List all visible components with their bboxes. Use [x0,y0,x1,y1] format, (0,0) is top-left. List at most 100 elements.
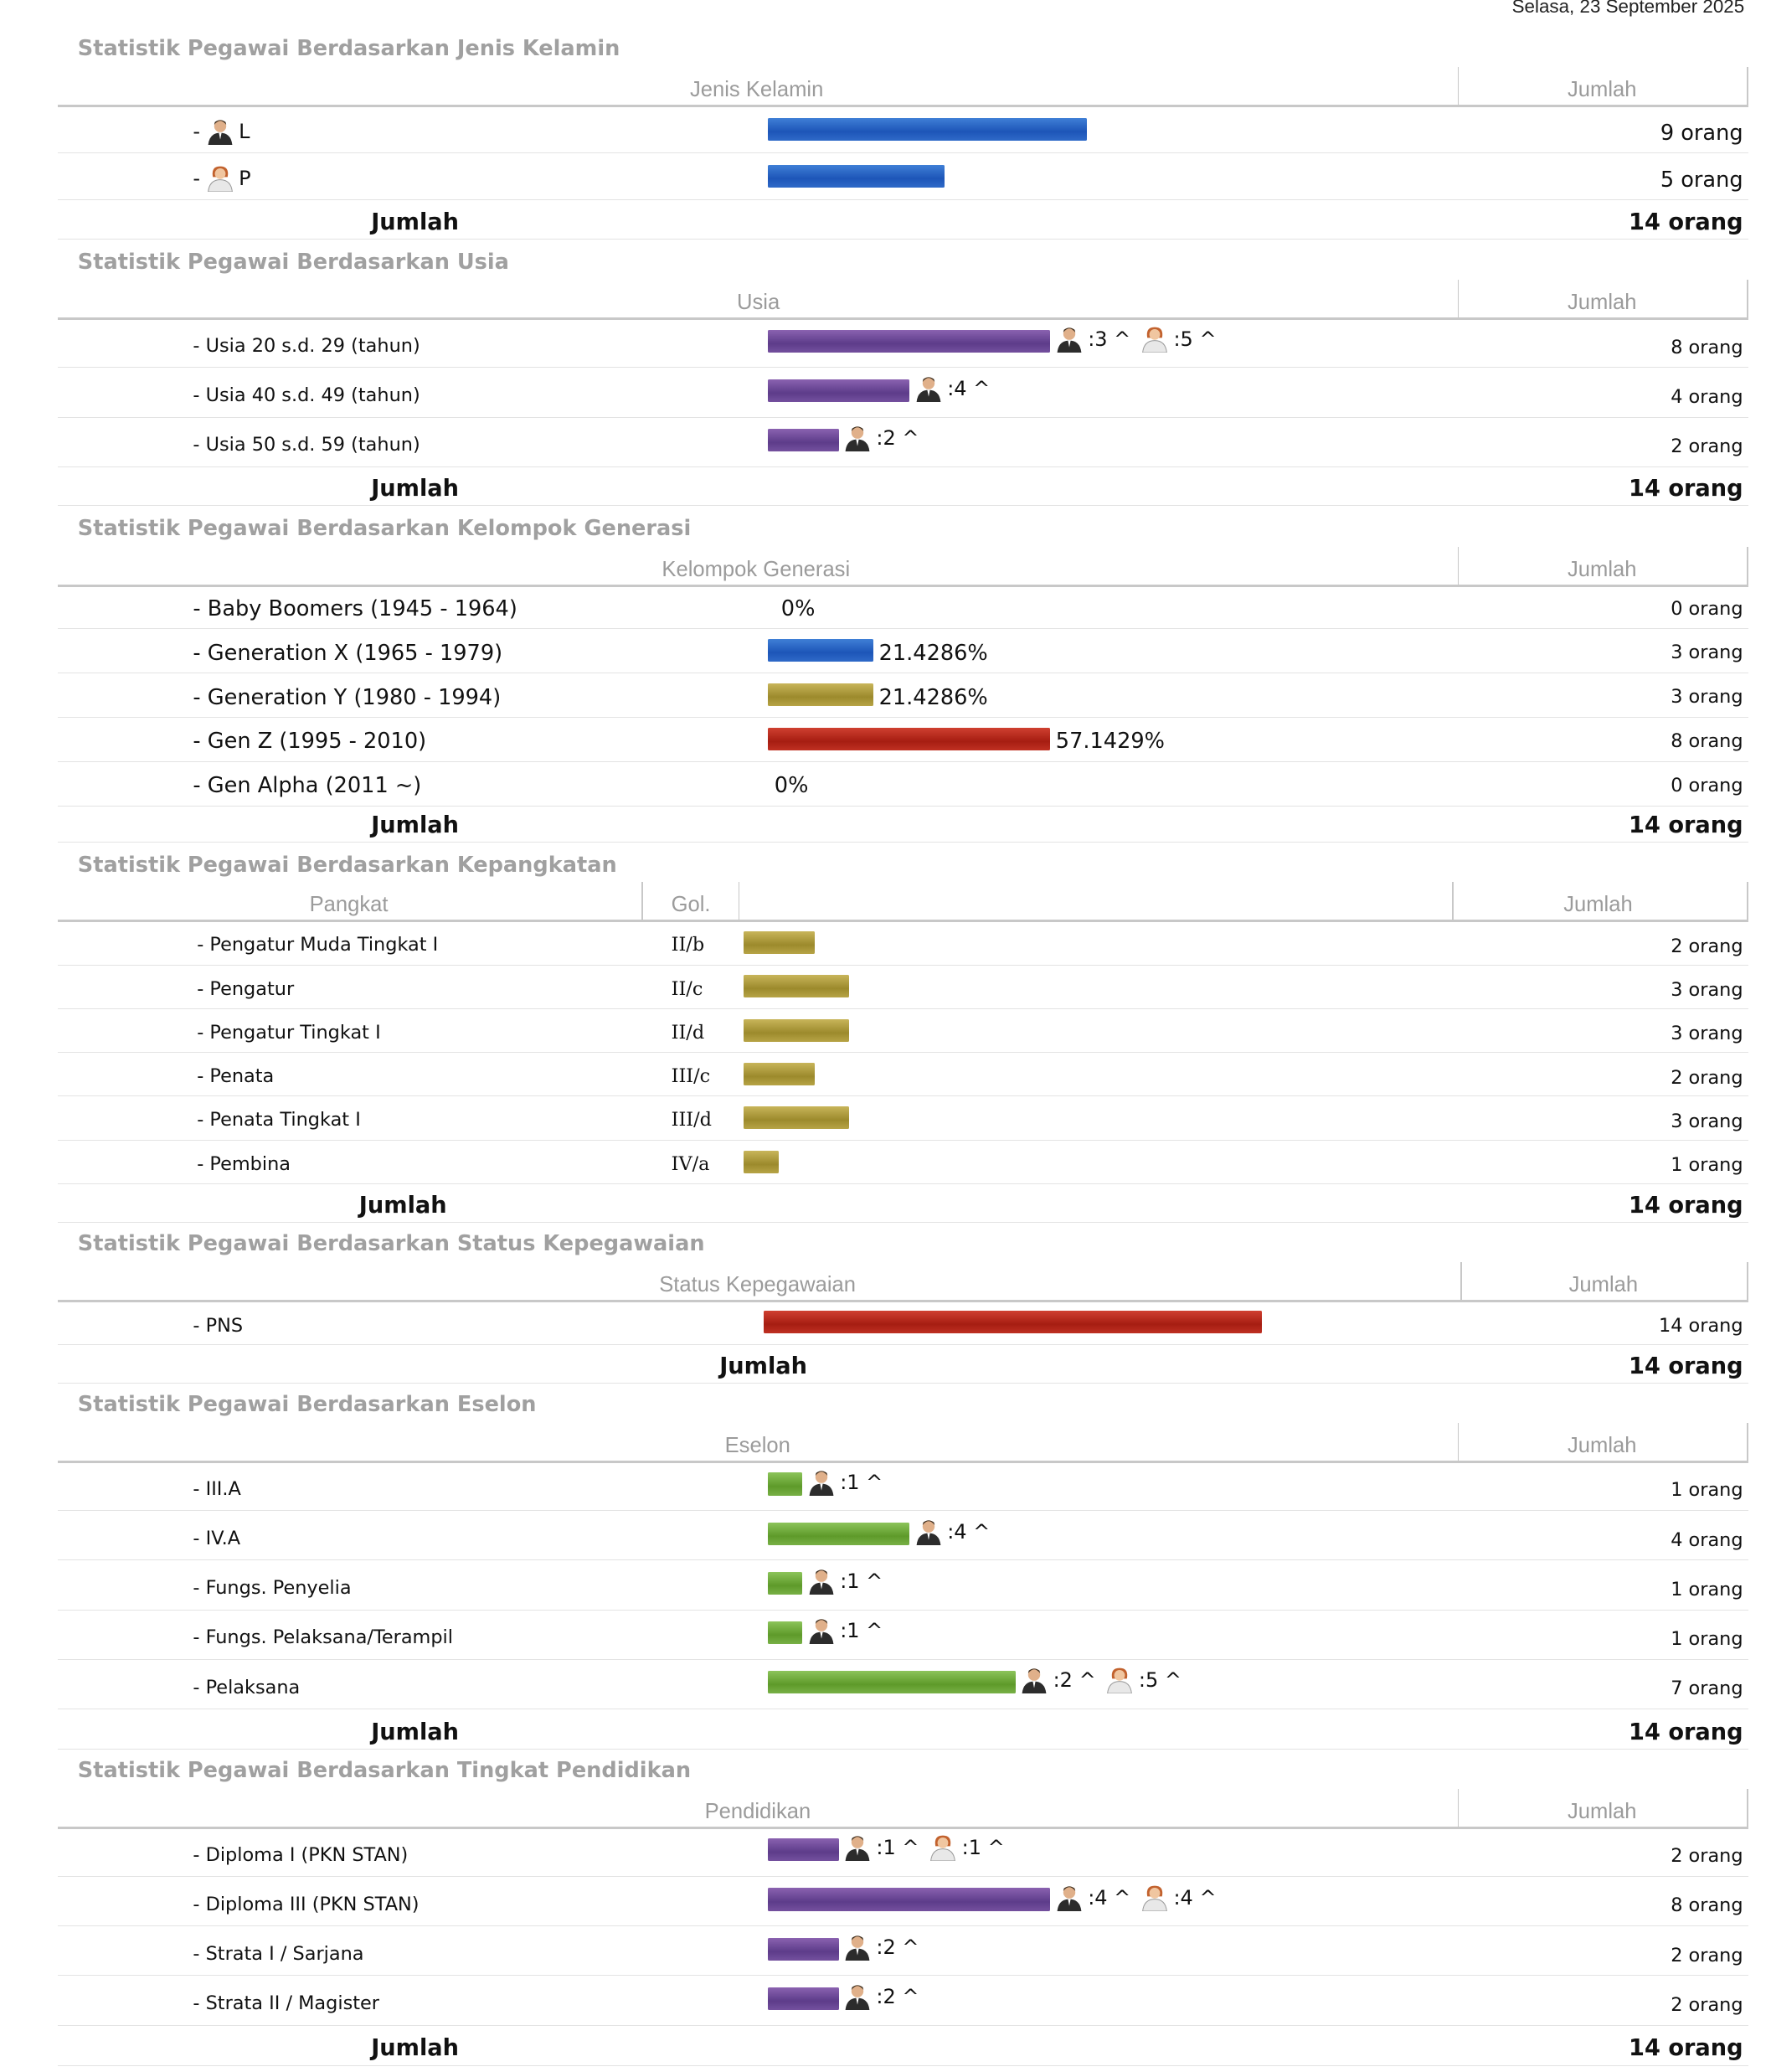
section-title-status: Statistik Pegawai Berdasarkan Status Kep… [77,1231,705,1257]
bar [767,164,945,188]
table-row: - Usia 40 s.d. 49 (tahun):4 ^ 4 orang [57,369,1748,418]
row-gol: II/d [671,1021,705,1044]
total-value: 14 orang [1629,475,1743,502]
male-count: :1 ^ [840,1569,883,1593]
bar [767,727,1051,750]
count: 4 orang [1671,1528,1743,1551]
table-row: - Fungs. Pelaksana/Terampil:1 ^ 1 orang [57,1611,1748,1660]
column-header-count: Jumlah [1567,557,1637,581]
table-row: - Usia 50 s.d. 59 (tahun):2 ^ 2 orang [57,418,1748,467]
gender-breakdown: :3 ^:5 ^ [1056,326,1228,353]
male-count: :2 ^ [876,426,919,451]
bar [743,975,850,998]
row-label: - Pembina [197,1152,291,1175]
bar [767,379,910,402]
bar [767,639,874,662]
gender-breakdown: :2 ^ [844,1983,929,2010]
table-row: - Strata I / Sarjana:2 ^ 2 orang [57,1927,1748,1977]
row-label: - Fungs. Pelaksana/Terampil [193,1626,454,1649]
column-header: Kelompok Generasi [662,557,851,581]
row-label: - III.A [193,1477,241,1500]
count: 2 orang [1671,1066,1743,1089]
total-label: Jumlah [371,1719,460,1745]
table-header-status: Status Kepegawaian Jumlah [57,1262,1748,1302]
count: 1 orang [1671,1578,1743,1600]
male-user-icon [1057,327,1082,353]
row-label: - Pengatur Muda Tingkat I [197,934,439,956]
total-label: Jumlah [358,1192,447,1219]
column-header-gol: Gol. [671,892,711,916]
gender-breakdown: :1 ^ [808,1617,893,1645]
bar [743,930,815,955]
male-count: :1 ^ [840,1619,883,1643]
count: 1 orang [1671,1154,1743,1177]
section-title-age: Statistik Pegawai Berdasarkan Usia [77,249,509,275]
column-header: Pendidikan [704,1799,811,1823]
row-gol: II/b [671,934,705,956]
section-title-rank: Statistik Pegawai Berdasarkan Kepangkata… [77,852,617,878]
section-title-generation: Statistik Pegawai Berdasarkan Kelompok G… [77,516,692,541]
count: 2 orang [1671,1845,1743,1868]
male-count: :4 ^ [947,1519,991,1544]
row-gol: III/d [671,1109,713,1131]
table-row: - Generation X (1965 - 1979) 21.4286% 3 or… [57,630,1748,674]
male-count: :2 ^ [1053,1668,1096,1693]
male-count: :2 ^ [876,1985,919,2008]
bar [767,1838,839,1862]
female-count: :5 ^ [1138,1668,1182,1693]
row-label: - Gen Z (1995 - 2010) [193,729,427,755]
current-date: Selasa, 23 September 2025 [1511,0,1745,18]
table-row: - Generation Y (1980 - 1994) 21.4286% 3 or… [57,674,1748,718]
total-value: 14 orang [1629,1192,1743,1219]
table-row: - Gen Z (1995 - 2010) 57.1429% 8 orang [57,719,1748,762]
count: 3 orang [1671,642,1743,664]
table-row: - Pengatur Muda Tingkat I II/b 2 orang [57,922,1748,966]
count: 0 orang [1671,774,1743,796]
total-label: Jumlah [719,1353,808,1379]
total-row: Jumlah 14 orang [57,467,1748,507]
row-label: - Penata [197,1065,275,1088]
column-header-count: Jumlah [1568,1272,1639,1296]
count: 3 orang [1671,1023,1743,1045]
column-header: Usia [736,291,780,315]
row-gol: III/c [671,1065,711,1088]
table-header-education: Pendidikan Jumlah [57,1789,1748,1829]
table-row: - L 9 orang [57,107,1748,154]
male-count: :2 ^ [876,1935,919,1959]
male-user-icon [809,1569,834,1595]
table-row: - PNS 14 orang [57,1302,1748,1345]
total-label: Jumlah [371,475,460,502]
count: 7 orang [1671,1678,1743,1700]
male-user-icon [845,1836,870,1862]
female-count: :4 ^ [1173,1885,1217,1910]
male-user-icon [1057,1885,1082,1911]
table-row: - IV.A:4 ^ 4 orang [57,1512,1748,1561]
count: 4 orang [1671,385,1743,408]
count: 8 orang [1671,729,1743,752]
total-label: Jumlah [371,209,460,235]
male-count: :3 ^ [1088,327,1131,351]
gender-breakdown: :2 ^ [844,1934,929,1961]
bar [767,1937,839,1961]
table-row: - Baby Boomers (1945 - 1964) 0% 0 orang [57,585,1748,630]
bar [743,1106,850,1130]
table-row: - Diploma III (PKN STAN):4 ^:4 ^ 8 orang [57,1878,1748,1927]
column-header: Status Kepegawaian [659,1272,856,1296]
total-value: 14 orang [1629,1719,1743,1745]
column-header-count: Jumlah [1567,291,1637,315]
total-row: Jumlah 14 orang [57,1184,1748,1224]
bar [743,1018,850,1042]
column-header: Jenis Kelamin [689,77,824,101]
total-row: Jumlah 14 orang [57,804,1748,843]
gender-breakdown: :1 ^:1 ^ [844,1834,1016,1862]
table-header-eselon: Eselon Jumlah [57,1423,1748,1463]
male-count: :1 ^ [840,1470,883,1494]
row-label: - Usia 20 s.d. 29 (tahun) [193,334,420,357]
bar [767,1522,910,1545]
gender-breakdown: :4 ^:4 ^ [1056,1884,1228,1911]
table-row: - Penata III/c 2 orang [57,1054,1748,1097]
total-label: Jumlah [371,2035,460,2062]
bar [743,1062,815,1086]
row-label: - PNS [193,1314,244,1337]
total-value: 14 orang [1629,2035,1743,2062]
